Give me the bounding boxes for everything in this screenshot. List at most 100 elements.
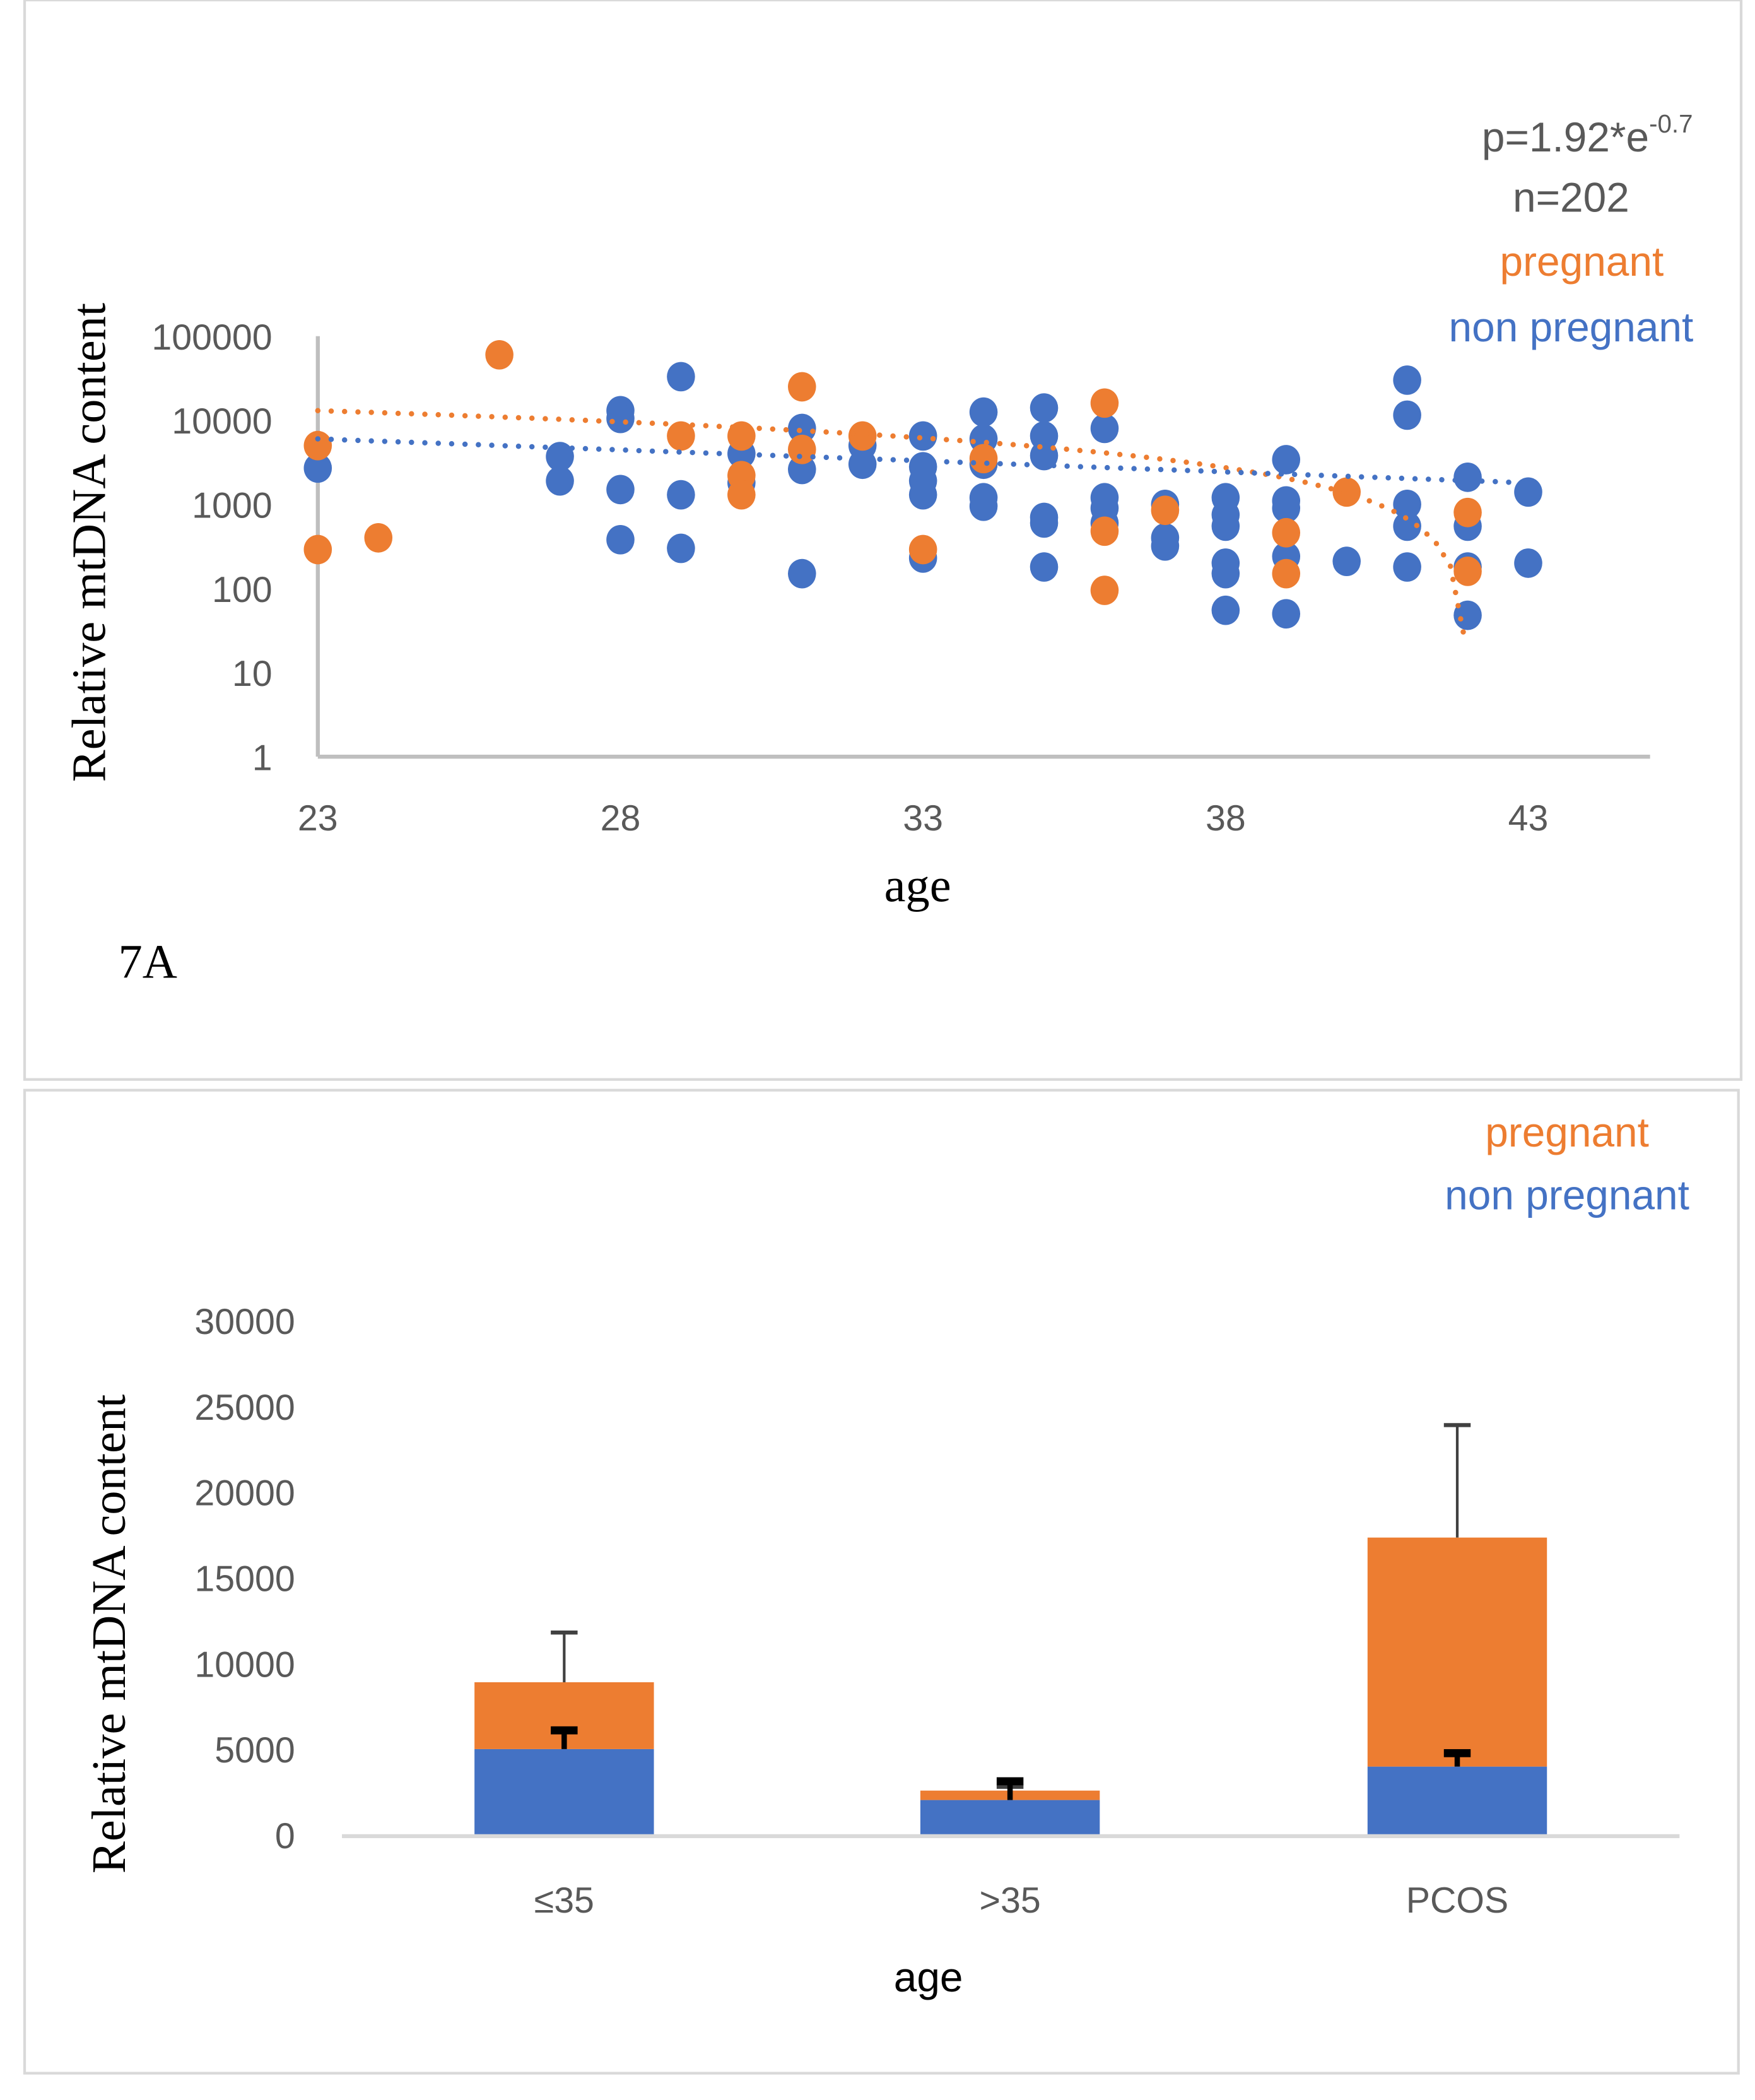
data-point-non-pregnant (908, 480, 937, 510)
data-point-pregnant (1151, 495, 1180, 526)
data-point-non-pregnant (788, 413, 816, 444)
data-point-pregnant (788, 372, 816, 402)
data-point-non-pregnant (1453, 463, 1482, 492)
panel-label: 7A (119, 935, 177, 988)
p-value-exponent: -0.7 (1649, 109, 1693, 138)
data-point-pregnant (969, 444, 998, 474)
data-point-non-pregnant (1030, 393, 1059, 423)
data-point-pregnant (1332, 477, 1361, 507)
y-tick-label: 0 (275, 1816, 295, 1856)
data-point-non-pregnant (1272, 445, 1301, 475)
data-point-non-pregnant (969, 397, 998, 427)
data-point-non-pregnant (1211, 595, 1240, 625)
data-point-non-pregnant (1393, 489, 1421, 519)
data-point-pregnant (1453, 497, 1482, 528)
y-tick-label: 30000 (194, 1302, 295, 1342)
y-tick-label: 10000 (172, 401, 272, 442)
legend-pregnant: pregnant (1485, 1109, 1649, 1155)
y-tick-label: 100 (212, 570, 273, 610)
data-point-non-pregnant (788, 558, 816, 589)
data-point-non-pregnant (1030, 552, 1059, 582)
trendline-non-pregnant (315, 436, 1531, 486)
trendline-pregnant (315, 408, 1467, 642)
bar-pregnant (1367, 1537, 1547, 1767)
trendlines (315, 408, 1531, 642)
y-tick-labels: 1 10 100 1000 10000 100000 (151, 317, 272, 778)
y-tick-label: 20000 (194, 1473, 295, 1514)
bars (474, 1423, 1547, 1835)
panel-b-border (23, 1088, 1740, 2075)
x-tick-labels: ≤35 >35 PCOS (534, 1880, 1508, 1921)
x-tick-label: ≤35 (534, 1880, 594, 1921)
data-point-pregnant (908, 534, 937, 565)
data-point-non-pregnant (1332, 546, 1361, 577)
data-point-non-pregnant (1272, 599, 1301, 629)
scatter-chart: 1 10 100 1000 10000 100000 23 28 33 38 43 Relativ… (62, 109, 1693, 988)
x-tick-label: 38 (1206, 798, 1246, 839)
scatter-points (303, 339, 1542, 630)
data-point-non-pregnant (546, 442, 574, 471)
data-point-non-pregnant (1393, 365, 1421, 395)
y-axis-title: Relative mtDNA content (82, 1395, 136, 1874)
x-axis-title: age (894, 1954, 963, 2000)
bar-chart: pregnant non pregnant 0 5000 10000 15000 200… (82, 1109, 1689, 2000)
data-point-non-pregnant (1393, 511, 1421, 541)
x-tick-label: 23 (298, 798, 338, 839)
data-point-pregnant (1272, 517, 1301, 548)
x-axis-title: age (884, 858, 951, 912)
bar-non-pregnant (920, 1800, 1100, 1835)
y-axis-title: Relative mtDNA content (62, 303, 115, 782)
y-tick-label: 1000 (192, 486, 272, 526)
data-point-pregnant (1453, 557, 1482, 586)
n-annotation: n=202 (1513, 174, 1629, 220)
data-point-pregnant (303, 430, 332, 461)
bar-non-pregnant (1367, 1766, 1547, 1835)
data-point-non-pregnant (1514, 477, 1542, 507)
legend-pregnant: pregnant (1500, 238, 1664, 285)
data-point-non-pregnant (667, 480, 695, 510)
y-tick-label: 100000 (151, 317, 272, 358)
error-cap-non-pregnant (996, 1777, 1024, 1786)
data-point-pregnant (303, 534, 332, 565)
data-point-pregnant (848, 421, 877, 451)
data-point-non-pregnant (606, 403, 635, 434)
data-point-pregnant (1090, 575, 1119, 605)
data-point-non-pregnant (1030, 508, 1059, 538)
data-point-non-pregnant (606, 524, 635, 555)
data-point-non-pregnant (969, 491, 998, 521)
y-tick-label: 15000 (194, 1559, 295, 1599)
error-cap-non-pregnant (1443, 1749, 1471, 1757)
x-tick-label: 28 (601, 798, 641, 839)
data-point-non-pregnant (1090, 413, 1119, 444)
data-point-pregnant (788, 434, 816, 464)
p-value-annotation: p=1.92*e-0.7 (1482, 109, 1693, 160)
data-point-non-pregnant (1514, 548, 1542, 578)
data-point-non-pregnant (667, 362, 695, 392)
y-tick-label: 5000 (214, 1730, 295, 1771)
data-point-non-pregnant (606, 475, 635, 505)
data-point-non-pregnant (908, 421, 937, 451)
data-point-pregnant (485, 339, 514, 370)
data-point-non-pregnant (1393, 400, 1421, 430)
panel-a-border (23, 0, 1743, 1081)
y-tick-labels: 0 5000 10000 15000 20000 25000 30000 (194, 1302, 295, 1856)
data-point-pregnant (727, 480, 756, 510)
data-point-pregnant (667, 421, 695, 451)
data-point-pregnant (1090, 516, 1119, 546)
x-tick-label: PCOS (1406, 1880, 1508, 1921)
data-point-non-pregnant (1151, 531, 1180, 561)
y-tick-label: 10 (232, 654, 273, 694)
x-tick-label: >35 (980, 1880, 1041, 1921)
y-tick-label: 1 (252, 738, 273, 778)
data-point-non-pregnant (1211, 558, 1240, 589)
data-point-non-pregnant (303, 453, 332, 483)
y-tick-label: 10000 (194, 1644, 295, 1685)
x-tick-label: 43 (1508, 798, 1549, 839)
legend-non-pregnant: non pregnant (1445, 1172, 1689, 1218)
data-point-non-pregnant (1453, 600, 1482, 630)
legend-non-pregnant: non pregnant (1449, 304, 1694, 350)
data-point-pregnant (1090, 388, 1119, 418)
data-point-pregnant (1272, 558, 1301, 589)
